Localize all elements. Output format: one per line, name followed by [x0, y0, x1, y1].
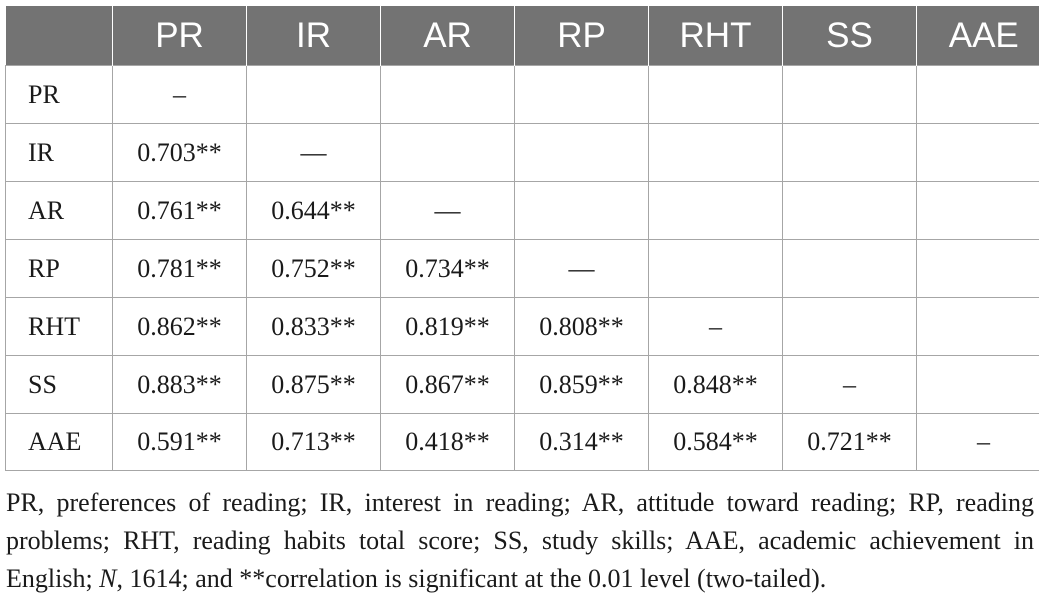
- table-cell: 0.644**: [246, 181, 381, 240]
- correlation-table-container: PR IR AR RP RHT SS AAE PR – IR: [5, 6, 1039, 471]
- footnote-significance: , 1614; and **correlation is significant…: [116, 564, 827, 593]
- footnote-n-symbol: N: [99, 564, 117, 593]
- table-cell: 0.859**: [514, 355, 649, 414]
- table-cell: 0.867**: [380, 355, 515, 414]
- header-corner: [5, 6, 113, 66]
- table-cell: 0.761**: [112, 181, 247, 240]
- table-cell: [514, 181, 649, 240]
- row-label: AR: [5, 181, 113, 240]
- table-cell: 0.848**: [648, 355, 783, 414]
- table-cell: 0.875**: [246, 355, 381, 414]
- table-cell: [782, 297, 917, 356]
- table-cell: 0.734**: [380, 239, 515, 298]
- table-row: AR 0.761** 0.644** —: [5, 181, 1039, 240]
- table-cell: [380, 123, 515, 182]
- row-label: RHT: [5, 297, 113, 356]
- header-cell-ss: SS: [782, 6, 917, 66]
- table-cell: —: [246, 123, 381, 182]
- table-cell: 0.833**: [246, 297, 381, 356]
- correlation-table: PR IR AR RP RHT SS AAE PR – IR: [5, 6, 1039, 471]
- table-cell: [648, 123, 783, 182]
- table-cell: [782, 65, 917, 124]
- table-cell: —: [380, 181, 515, 240]
- table-cell: [916, 355, 1039, 414]
- table-cell: [782, 123, 917, 182]
- table-cell: 0.721**: [782, 413, 917, 471]
- table-row: RHT 0.862** 0.833** 0.819** 0.808** –: [5, 297, 1039, 356]
- header-row: PR IR AR RP RHT SS AAE: [5, 6, 1039, 66]
- table-cell: [648, 65, 783, 124]
- row-label: SS: [5, 355, 113, 414]
- header-cell-ar: AR: [380, 6, 515, 66]
- table-cell: 0.862**: [112, 297, 247, 356]
- table-cell: [648, 181, 783, 240]
- table-cell: –: [112, 65, 247, 124]
- row-label: PR: [5, 65, 113, 124]
- table-cell: 0.314**: [514, 413, 649, 471]
- row-label: RP: [5, 239, 113, 298]
- table-cell: –: [782, 355, 917, 414]
- table-cell: —: [514, 239, 649, 298]
- table-cell: [916, 181, 1039, 240]
- table-cell: 0.584**: [648, 413, 783, 471]
- table-header: PR IR AR RP RHT SS AAE: [5, 6, 1039, 66]
- header-cell-rht: RHT: [648, 6, 783, 66]
- table-cell: [514, 65, 649, 124]
- table-cell: 0.819**: [380, 297, 515, 356]
- row-label: IR: [5, 123, 113, 182]
- table-row: IR 0.703** —: [5, 123, 1039, 182]
- table-cell: [782, 181, 917, 240]
- table-cell: 0.781**: [112, 239, 247, 298]
- table-cell: 0.591**: [112, 413, 247, 471]
- table-cell: [916, 65, 1039, 124]
- table-row: PR –: [5, 65, 1039, 124]
- footnote-abbreviations: PR, preferences of reading; IR, interest…: [6, 488, 1034, 593]
- table-cell: 0.703**: [112, 123, 247, 182]
- header-cell-ir: IR: [246, 6, 381, 66]
- table-row: SS 0.883** 0.875** 0.867** 0.859** 0.848…: [5, 355, 1039, 414]
- table-footnote: PR, preferences of reading; IR, interest…: [6, 484, 1034, 598]
- table-cell: 0.808**: [514, 297, 649, 356]
- table-cell: [916, 123, 1039, 182]
- table-cell: 0.752**: [246, 239, 381, 298]
- table-row: RP 0.781** 0.752** 0.734** —: [5, 239, 1039, 298]
- table-cell: [380, 65, 515, 124]
- table-cell: [782, 239, 917, 298]
- table-cell: –: [916, 413, 1039, 471]
- row-label: AAE: [5, 413, 113, 471]
- table-cell: 0.713**: [246, 413, 381, 471]
- header-cell-rp: RP: [514, 6, 649, 66]
- table-cell: [514, 123, 649, 182]
- table-cell: 0.418**: [380, 413, 515, 471]
- table-body: PR – IR 0.703** — AR 0.76: [5, 65, 1039, 471]
- header-cell-aae: AAE: [916, 6, 1039, 66]
- table-cell: [916, 239, 1039, 298]
- table-row: AAE 0.591** 0.713** 0.418** 0.314** 0.58…: [5, 413, 1039, 471]
- table-cell: –: [648, 297, 783, 356]
- header-cell-pr: PR: [112, 6, 247, 66]
- table-cell: [648, 239, 783, 298]
- table-cell: [246, 65, 381, 124]
- table-cell: 0.883**: [112, 355, 247, 414]
- table-cell: [916, 297, 1039, 356]
